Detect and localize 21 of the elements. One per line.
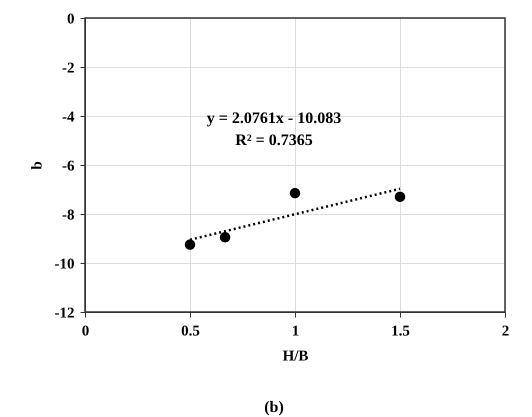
y-tick-label: -8 (62, 208, 74, 224)
x-tick-label: 0 (82, 324, 90, 340)
point (290, 188, 300, 198)
x-tick-label: 0.5 (181, 324, 200, 340)
point (394, 192, 406, 202)
x-tick-label: 1.5 (391, 324, 410, 340)
y-tick-label: -10 (54, 256, 74, 272)
x-tick-label: 1 (292, 324, 300, 340)
annotation: y = 2.0761x - 10.083 (206, 110, 342, 127)
y-tick-label: -2 (62, 60, 74, 76)
y-tick-label: -12 (54, 306, 74, 322)
point (184, 239, 196, 250)
text: (b) (264, 399, 284, 416)
y-axis-title: b (30, 161, 46, 170)
point (220, 232, 230, 243)
y-tick-label: -6 (62, 158, 75, 174)
annotation: R² = 0.7365 (235, 132, 313, 149)
x-axis-title: H/B (282, 348, 308, 364)
y-tick-label: 0 (67, 12, 74, 28)
x-tick-label: 2 (502, 324, 510, 340)
y-tick-label: -4 (62, 110, 75, 126)
